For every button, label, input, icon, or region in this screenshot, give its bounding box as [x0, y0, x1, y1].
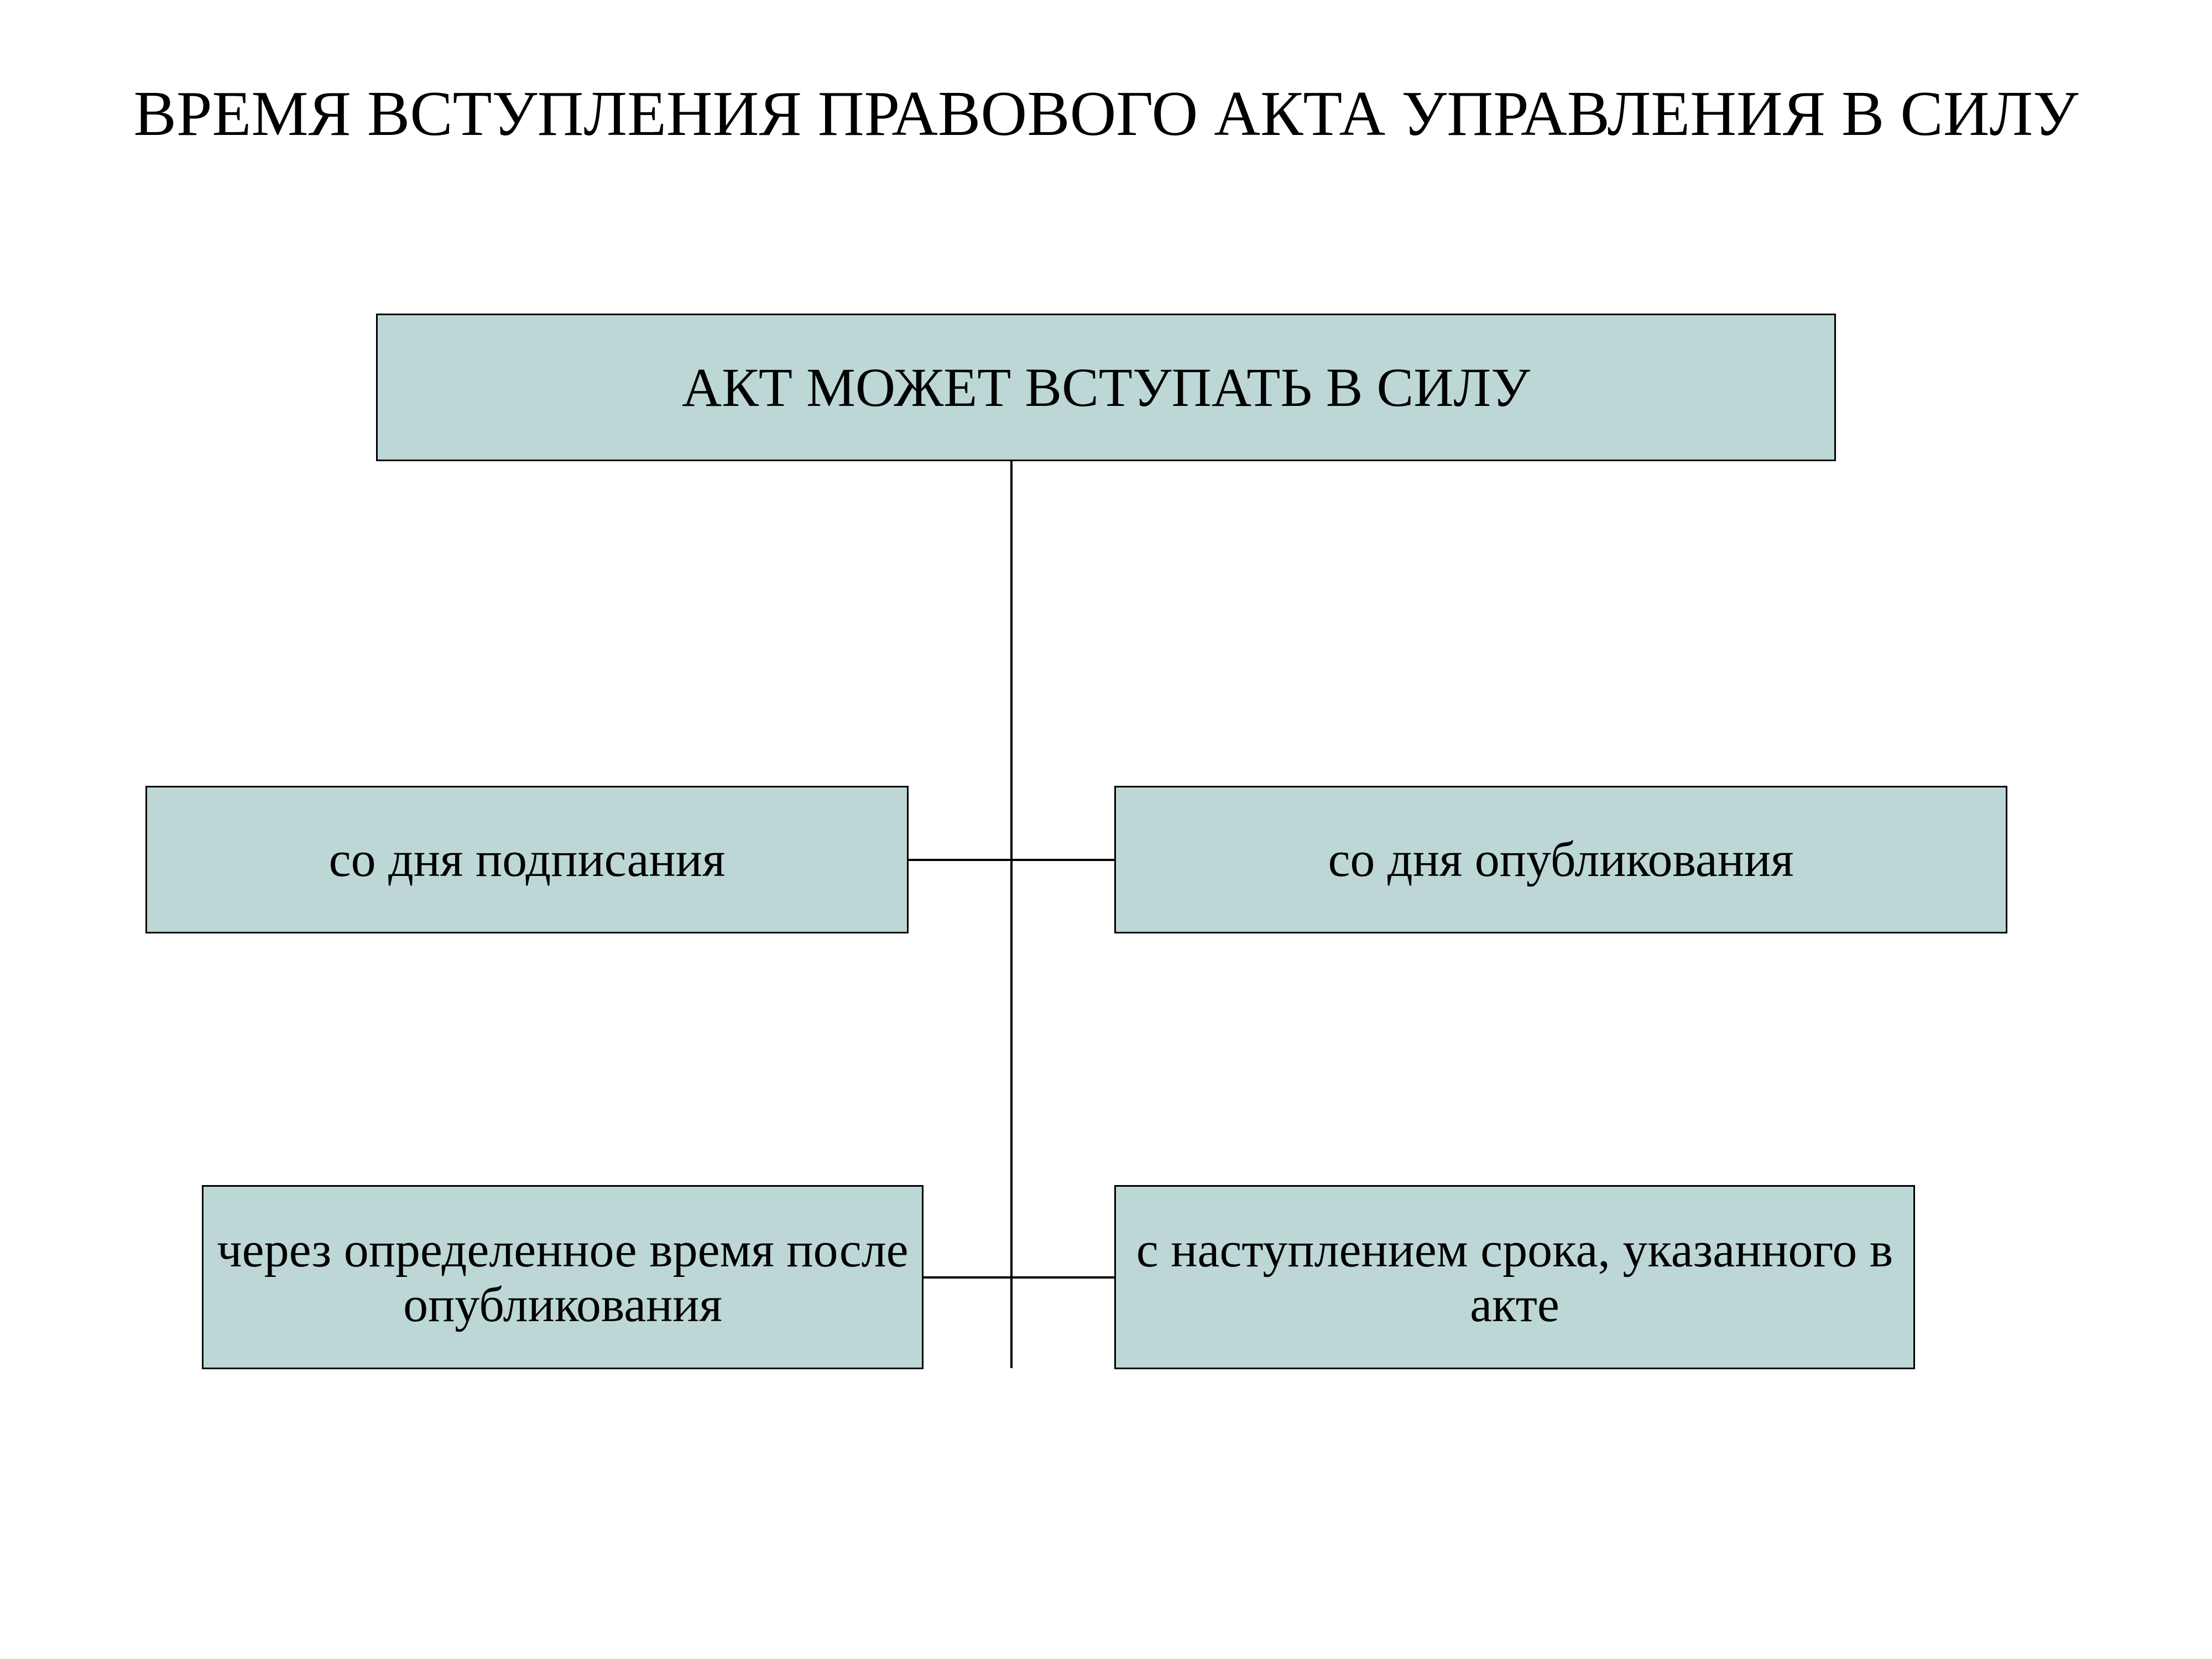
edge-e2-h: [1013, 859, 1114, 861]
node-n3: через определенное время после опубликов…: [202, 1185, 924, 1369]
edge-e4-h: [1013, 1276, 1114, 1279]
node-n4: с наступлением срока, указанного в акте: [1114, 1185, 1915, 1369]
node-root: АКТ МОЖЕТ ВСТУПАТЬ В СИЛУ: [376, 314, 1836, 461]
edge-e1-h: [907, 859, 1010, 861]
node-n1: со дня подписания: [145, 786, 909, 933]
edge-e3-v: [1010, 1279, 1013, 1368]
edge-e3-h: [924, 1276, 1010, 1279]
edge-trunk: [1010, 461, 1013, 1368]
node-n2: со дня опубликования: [1114, 786, 2007, 933]
diagram-title: ВРЕМЯ ВСТУПЛЕНИЯ ПРАВОВОГО АКТА УПРАВЛЕН…: [133, 77, 2079, 151]
